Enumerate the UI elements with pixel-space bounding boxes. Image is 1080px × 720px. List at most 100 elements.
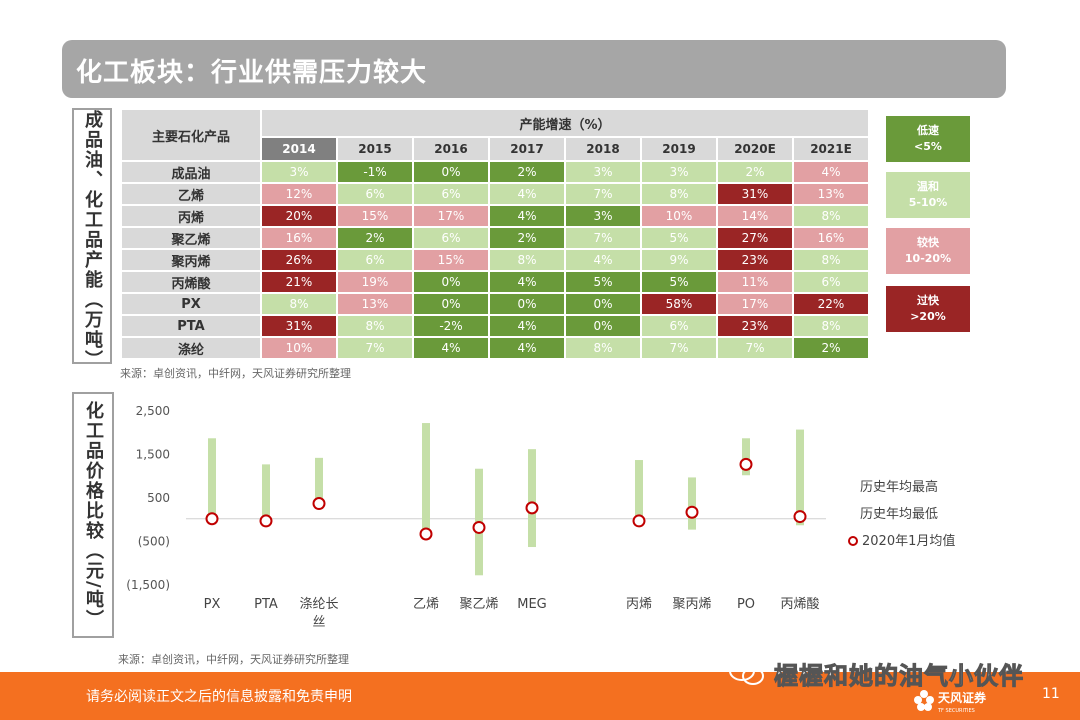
growth-cell: 0% (414, 162, 488, 182)
product-name: 乙烯 (122, 184, 260, 204)
legend-item: 温和 5-10% (886, 172, 970, 218)
growth-cell: 8% (490, 250, 564, 270)
logo-text: 天风证券 (938, 690, 987, 705)
x-category-label: MEG (517, 597, 547, 612)
legend-label: 温和 (917, 180, 939, 193)
growth-cell: 7% (566, 184, 640, 204)
table-row: 涤纶 10% 7% 4% 4% 8% 7% 7% 2% (122, 338, 868, 358)
growth-cell: 0% (566, 294, 640, 314)
y-tick-label: (500) (138, 535, 170, 549)
growth-cell: 15% (338, 206, 412, 226)
range-bar (688, 477, 696, 530)
growth-cell: 2% (794, 338, 868, 358)
capacity-growth-table: 主要石化产品 产能增速（%） 2014 2015 2016 2017 2018 2019 202… (120, 108, 870, 360)
table-row: 聚丙烯 26% 6% 15% 8% 4% 9% 23% 8% (122, 250, 868, 270)
current-value-marker (472, 520, 486, 534)
page-number: 11 (1042, 686, 1060, 702)
current-value-marker (525, 501, 539, 515)
range-bar (528, 449, 536, 548)
top-source-note: 来源：卓创资讯，中纤网，天风证券研究所整理 (120, 367, 351, 380)
top-side-label-box: 成品油、化工品产能（万吨） (72, 108, 112, 370)
year-header: 2014 (262, 138, 336, 160)
y-tick-label: 1,500 (136, 448, 170, 462)
product-name: PTA (122, 316, 260, 336)
growth-cell: 4% (490, 206, 564, 226)
growth-cell: 10% (642, 206, 716, 226)
growth-cell: 7% (718, 338, 792, 358)
growth-cell: 27% (718, 228, 792, 248)
growth-cell: -2% (414, 316, 488, 336)
growth-cell: 0% (566, 316, 640, 336)
growth-cell: -1% (338, 162, 412, 182)
growth-cell: 23% (718, 250, 792, 270)
footer-disclaimer: 请务必阅读正文之后的信息披露和免责申明 (86, 689, 352, 705)
logo-subtext: TF SECURITIES (937, 708, 975, 714)
year-header: 2016 (414, 138, 488, 160)
year-header: 2018 (566, 138, 640, 160)
growth-cell: 8% (338, 316, 412, 336)
growth-cell: 8% (794, 316, 868, 336)
product-name: 聚丙烯 (122, 250, 260, 270)
current-value-marker (793, 510, 807, 524)
y-tick-label: 2,500 (136, 404, 170, 418)
current-value-marker (259, 514, 273, 528)
bottom-source-note: 来源：卓创资讯，中纤网，天风证券研究所整理 (118, 653, 349, 666)
product-name: 丙烯 (122, 206, 260, 226)
growth-cell: 6% (338, 250, 412, 270)
legend-range: 10-20% (904, 252, 952, 265)
watermark: 楃楃和她的油气小伙伴 (728, 658, 1024, 690)
growth-cell: 4% (490, 184, 564, 204)
growth-cell: 7% (338, 338, 412, 358)
flower-icon (914, 690, 934, 711)
wechat-icon (729, 661, 764, 685)
y-tick-label: 500 (147, 491, 170, 505)
growth-cell: 3% (566, 162, 640, 182)
growth-cell: 8% (566, 338, 640, 358)
current-value-marker (312, 497, 326, 511)
table-row: 聚乙烯 16% 2% 6% 2% 7% 5% 27% 16% (122, 228, 868, 248)
range-bar (262, 464, 270, 519)
growth-cell: 16% (262, 228, 336, 248)
current-value-marker (685, 505, 699, 519)
product-header: 主要石化产品 (122, 110, 260, 160)
growth-cell: 5% (642, 228, 716, 248)
legend-item: 过快 >20% (886, 286, 970, 332)
product-name: PX (122, 294, 260, 314)
growth-cell: 16% (794, 228, 868, 248)
top-side-label: 成品油、化工品产能（万吨） (82, 110, 103, 370)
range-bar (635, 460, 643, 519)
table-row: 乙烯 12% 6% 6% 4% 7% 8% 31% 13% (122, 184, 868, 204)
growth-cell: 4% (490, 316, 564, 336)
x-category-label: PTA (254, 597, 278, 612)
legend-label: 过快 (917, 294, 939, 307)
legend-range: >20% (910, 310, 946, 323)
growth-cell: 31% (718, 184, 792, 204)
growth-cell: 6% (414, 228, 488, 248)
year-header: 2015 (338, 138, 412, 160)
growth-cell: 2% (338, 228, 412, 248)
y-tick-label: (1,500) (126, 578, 170, 592)
growth-cell: 22% (794, 294, 868, 314)
growth-cell: 11% (718, 272, 792, 292)
growth-cell: 13% (794, 184, 868, 204)
growth-cell: 7% (642, 338, 716, 358)
growth-cell: 2% (718, 162, 792, 182)
growth-cell: 58% (642, 294, 716, 314)
company-logo: 天风证券 TF SECURITIES (912, 686, 998, 716)
title-bar: 化工板块：行业供需压力较大 (62, 40, 1006, 98)
x-category-label: PX (204, 597, 221, 612)
x-category-label: 丙烯 (626, 597, 652, 612)
growth-cell: 4% (490, 272, 564, 292)
growth-cell: 15% (414, 250, 488, 270)
growth-cell: 3% (262, 162, 336, 182)
product-name: 涤纶 (122, 338, 260, 358)
range-bar (315, 457, 323, 506)
range-bar (796, 429, 804, 526)
range-bar (422, 423, 430, 534)
growth-cell: 4% (794, 162, 868, 182)
product-name: 聚乙烯 (122, 228, 260, 248)
range-bar (208, 438, 216, 519)
growth-cell: 12% (262, 184, 336, 204)
growth-cell: 20% (262, 206, 336, 226)
